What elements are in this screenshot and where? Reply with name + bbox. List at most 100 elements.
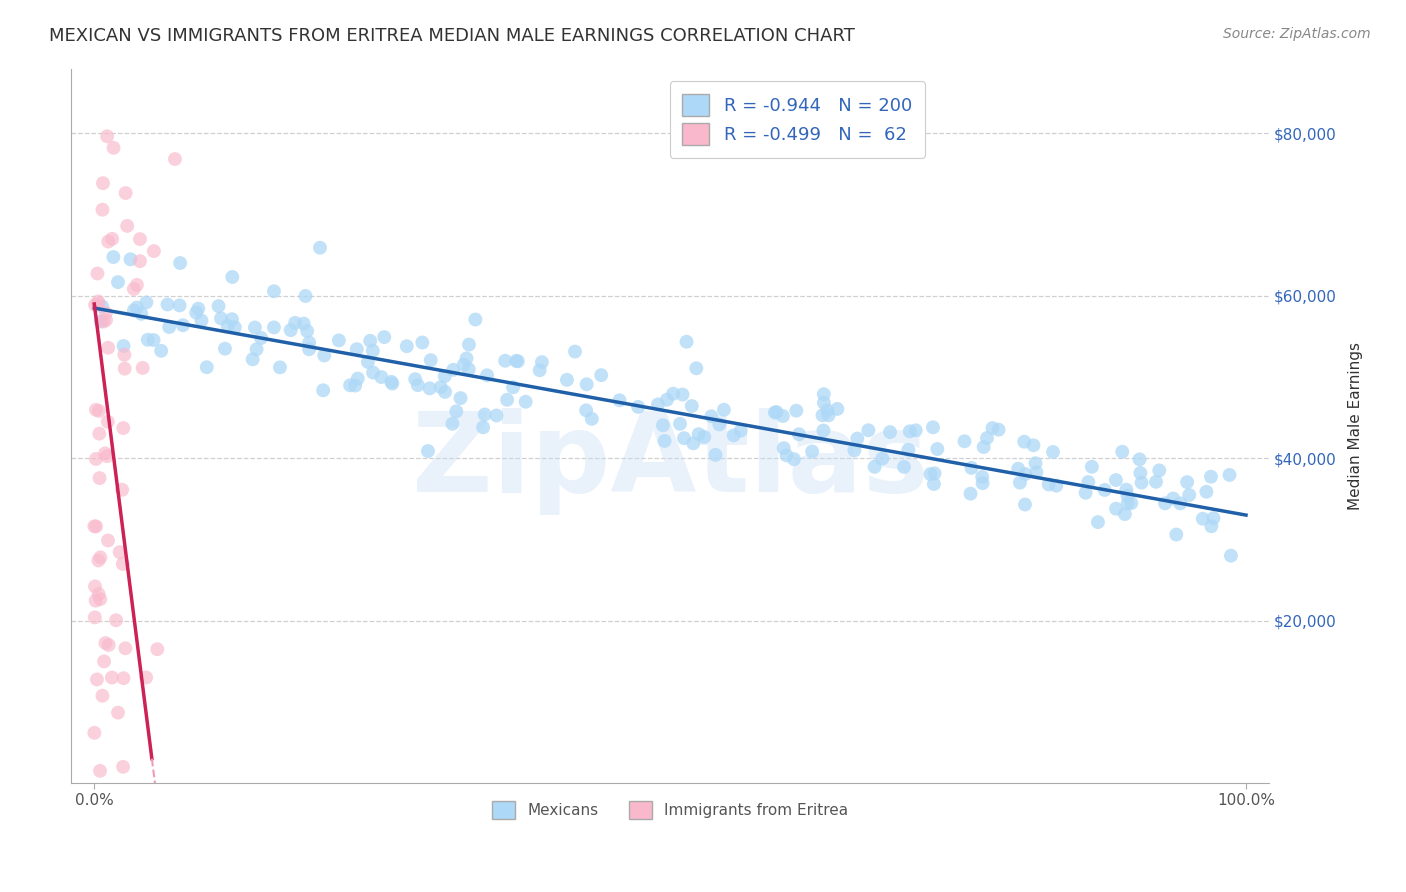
Point: [893, 459, 915, 474]
Point: [101, 232, 124, 246]
Point: [496, 392, 519, 407]
Point: [922, 477, 945, 491]
Point: [346, 371, 368, 385]
Point: [981, 421, 1004, 435]
Point: [96, 129, 118, 144]
Point: [380, 375, 402, 389]
Point: [1149, 463, 1171, 477]
Point: [1168, 496, 1191, 510]
Point: [309, 241, 332, 255]
Point: [86, 267, 108, 281]
Point: [1201, 519, 1223, 533]
Point: [122, 282, 145, 296]
Point: [83, 519, 105, 533]
Point: [87, 404, 110, 418]
Point: [221, 269, 243, 284]
Point: [101, 671, 124, 685]
Point: [920, 467, 942, 481]
Point: [897, 442, 920, 457]
Point: [97, 341, 120, 355]
Point: [419, 381, 441, 395]
Point: [84, 452, 107, 467]
Point: [575, 403, 598, 417]
Point: [1161, 491, 1184, 506]
Point: [217, 318, 239, 333]
Point: [441, 363, 464, 377]
Point: [564, 344, 586, 359]
Point: [1094, 483, 1116, 497]
Point: [863, 459, 886, 474]
Point: [89, 426, 111, 441]
Point: [827, 401, 849, 416]
Point: [475, 368, 498, 383]
Point: [406, 378, 429, 392]
Point: [344, 378, 367, 392]
Point: [972, 470, 994, 484]
Point: [713, 402, 735, 417]
Point: [87, 297, 110, 311]
Point: [122, 303, 145, 318]
Point: [817, 409, 839, 423]
Point: [1154, 496, 1177, 510]
Point: [89, 764, 111, 778]
Point: [555, 373, 578, 387]
Point: [131, 360, 153, 375]
Point: [441, 417, 464, 431]
Point: [115, 219, 138, 233]
Point: [787, 427, 810, 442]
Point: [284, 316, 307, 330]
Point: [419, 353, 441, 368]
Point: [269, 360, 291, 375]
Point: [263, 320, 285, 334]
Point: [763, 405, 786, 419]
Point: [976, 431, 998, 445]
Point: [591, 368, 613, 383]
Point: [89, 592, 111, 607]
Point: [97, 533, 120, 548]
Point: [135, 295, 157, 310]
Point: [685, 361, 707, 376]
Point: [457, 362, 479, 376]
Point: [655, 392, 678, 407]
Point: [675, 334, 697, 349]
Point: [404, 372, 426, 386]
Point: [416, 444, 439, 458]
Point: [1166, 527, 1188, 541]
Point: [87, 294, 110, 309]
Y-axis label: Median Male Earnings: Median Male Earnings: [1348, 342, 1362, 510]
Point: [89, 471, 111, 485]
Point: [772, 441, 794, 455]
Point: [157, 320, 180, 334]
Point: [381, 376, 404, 391]
Point: [430, 380, 453, 394]
Point: [103, 141, 125, 155]
Text: MEXICAN VS IMMIGRANTS FROM ERITREA MEDIAN MALE EARNINGS CORRELATION CHART: MEXICAN VS IMMIGRANTS FROM ERITREA MEDIA…: [49, 27, 855, 45]
Point: [129, 307, 152, 321]
Point: [114, 361, 136, 376]
Point: [83, 726, 105, 740]
Point: [959, 486, 981, 500]
Point: [91, 176, 114, 190]
Point: [1195, 484, 1218, 499]
Point: [723, 428, 745, 442]
Point: [505, 354, 527, 368]
Point: [187, 301, 209, 316]
Point: [700, 409, 723, 424]
Point: [91, 689, 114, 703]
Point: [97, 235, 120, 249]
Point: [1116, 496, 1139, 510]
Point: [775, 449, 797, 463]
Point: [688, 427, 710, 442]
Point: [195, 360, 218, 375]
Point: [245, 343, 267, 357]
Point: [125, 301, 148, 315]
Point: [84, 402, 107, 417]
Point: [136, 333, 159, 347]
Point: [1038, 477, 1060, 491]
Point: [765, 405, 787, 419]
Point: [730, 424, 752, 438]
Point: [250, 331, 273, 345]
Point: [370, 370, 392, 384]
Point: [108, 545, 131, 559]
Point: [93, 315, 115, 329]
